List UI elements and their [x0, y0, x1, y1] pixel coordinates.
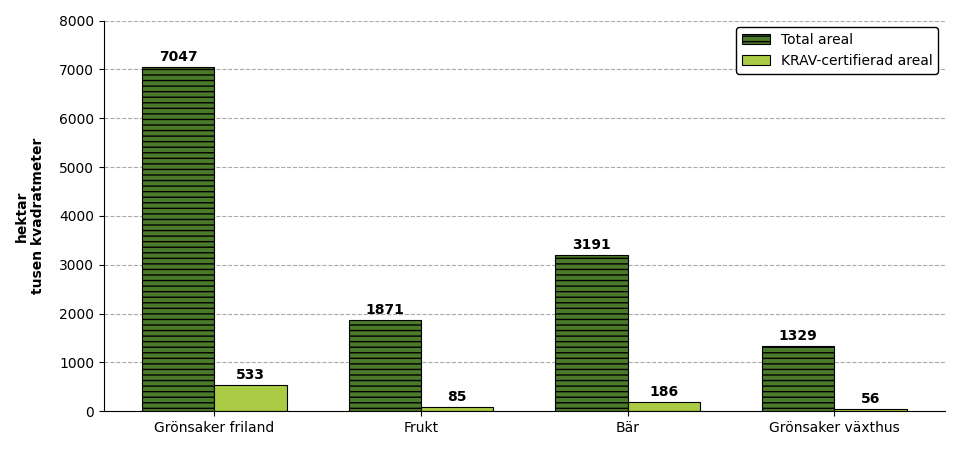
Text: 56: 56 [861, 392, 880, 405]
Text: 3191: 3191 [572, 238, 611, 252]
Bar [348, 320, 421, 411]
Bar [628, 402, 700, 411]
Bar [834, 409, 907, 411]
Bar [762, 346, 834, 411]
Text: 7047: 7047 [159, 50, 198, 64]
Text: 1329: 1329 [779, 329, 818, 343]
Bar [214, 385, 287, 411]
Bar [142, 67, 214, 411]
Legend: Total areal, KRAV-certifierad areal: Total areal, KRAV-certifierad areal [736, 27, 938, 73]
Bar [556, 256, 628, 411]
Y-axis label: hektar
tusen kvadratmeter: hektar tusen kvadratmeter [15, 138, 45, 294]
Text: 85: 85 [447, 390, 468, 404]
Bar [421, 407, 493, 411]
Text: 186: 186 [649, 385, 679, 399]
Text: 1871: 1871 [366, 303, 404, 317]
Text: 533: 533 [236, 368, 265, 382]
